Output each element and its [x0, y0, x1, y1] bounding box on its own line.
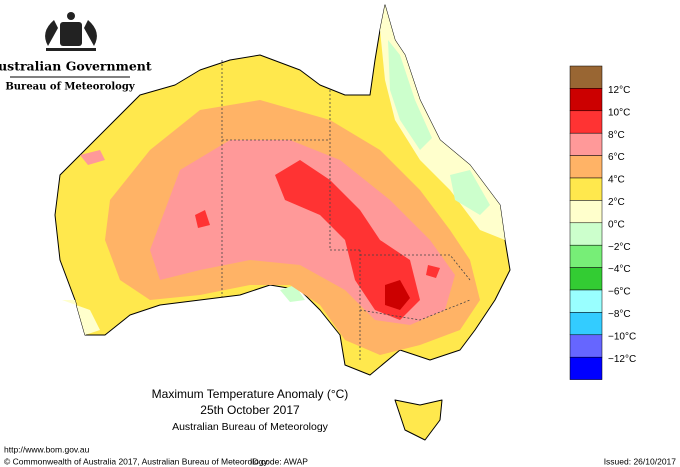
copyright: © Commonwealth of Australia 2017, Austra… [4, 456, 269, 466]
legend-label: −2°C [608, 242, 631, 253]
legend-swatch [569, 110, 603, 134]
legend-label: −4°C [608, 264, 631, 275]
zone-8-10 [195, 160, 440, 320]
map-date: 25th October 2017 [200, 403, 300, 417]
legend-label: 12°C [608, 85, 630, 96]
legend-label: −6°C [608, 287, 631, 298]
legend-label: 2°C [608, 197, 625, 208]
legend-swatch [569, 334, 603, 358]
legend-swatch [569, 312, 603, 336]
legend-label: 0°C [608, 219, 625, 230]
url: http://www.bom.gov.au [4, 444, 90, 454]
legend-swatch [569, 356, 603, 380]
legend-label: −8°C [608, 309, 631, 320]
legend-label: 8°C [608, 130, 625, 141]
map [54, 4, 511, 441]
bureau-name: Bureau of Meteorology [5, 82, 136, 93]
legend-label: 6°C [608, 152, 625, 163]
state-borders [221, 60, 471, 360]
legend-swatch [569, 267, 603, 291]
legend-label: 10°C [608, 107, 630, 118]
legend-label: −10°C [608, 331, 636, 342]
id-code: ID code: AWAP [250, 456, 308, 466]
legend-swatch [569, 289, 603, 313]
legend-swatch [569, 65, 603, 89]
legend-label: −12°C [608, 354, 636, 365]
map-source: Australian Bureau of Meteorology [172, 421, 329, 433]
legend-swatch [569, 244, 603, 268]
coat-of-arms [45, 12, 97, 51]
legend-label: 4°C [608, 175, 625, 186]
tasmania [394, 399, 443, 441]
zone-10-12 [385, 280, 410, 310]
legend-swatch [569, 222, 603, 246]
legend-swatch [569, 200, 603, 224]
legend-swatch [569, 177, 603, 201]
legend-swatch [569, 155, 603, 179]
legend-swatch [569, 132, 603, 156]
government-name: Australian Government [0, 59, 152, 74]
map-title: Maximum Temperature Anomaly (°C) [152, 387, 349, 401]
legend-swatch [569, 88, 603, 112]
legend: 12°C 10°C 8°C 6°C 4°C 2°C 0°C −2°C −4°C −6°C −8°C −… [569, 65, 636, 380]
issued: Issued: 26/10/2017 [604, 456, 677, 466]
